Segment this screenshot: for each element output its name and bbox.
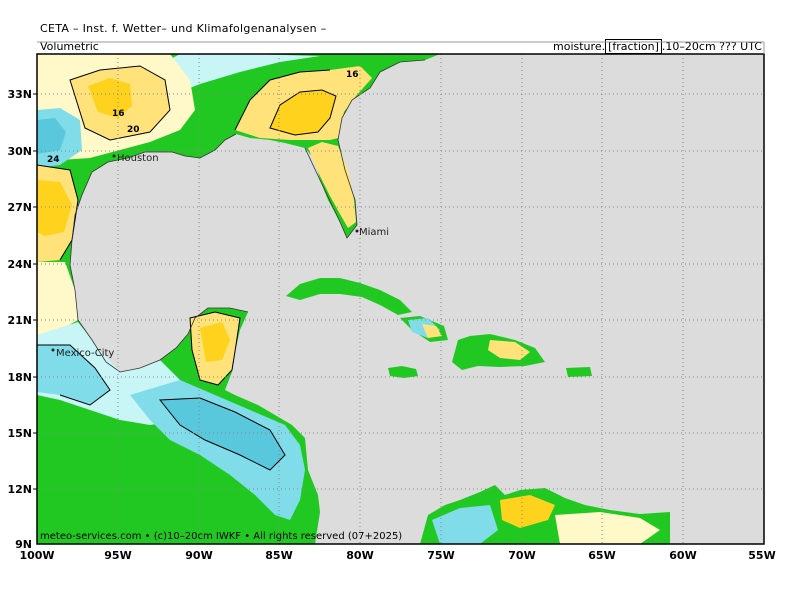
lat-label: 24N — [7, 258, 32, 271]
variable-name: moisture. — [553, 40, 606, 53]
moisture-mexico-cream — [37, 262, 78, 335]
lon-label: 90W — [185, 549, 212, 562]
moisture-ne-cyan — [150, 54, 320, 100]
lon-label: 100W — [19, 549, 54, 562]
city-label: Miami — [359, 227, 389, 238]
map-frame — [36, 53, 765, 545]
moisture-hispaniola-yellow — [488, 340, 530, 360]
moisture-south-america-yellow — [500, 495, 555, 528]
land-cuba — [286, 278, 412, 315]
contour-label: 16 — [346, 70, 359, 80]
moisture-texas-orange — [88, 78, 132, 118]
depth-time-label: .10–20cm ??? UTC — [661, 40, 762, 53]
land-jamaica — [388, 366, 418, 378]
lat-label: 27N — [7, 201, 32, 214]
moisture-texas-blue — [37, 118, 66, 154]
contour-label: 24 — [47, 155, 60, 165]
city-label: Mexico-City — [56, 348, 114, 359]
city-marker — [355, 229, 359, 233]
moisture-central-mexico-teal — [37, 345, 110, 405]
unit-box: [fraction] — [605, 39, 662, 54]
moisture-south-america-cream — [555, 512, 660, 544]
lon-label: 70W — [508, 549, 535, 562]
lat-label: 15N — [7, 427, 32, 440]
lon-label: 80W — [346, 549, 373, 562]
copyright-footer: meteo-services.com • (c)10–20cm IWKF • A… — [40, 531, 403, 542]
contour-lines — [37, 65, 337, 471]
city-marker — [51, 348, 55, 352]
lon-label: 75W — [427, 549, 454, 562]
lat-label: 12N — [7, 483, 32, 496]
lat-label: 18N — [7, 371, 32, 384]
coastlines — [69, 59, 426, 373]
moisture-yucatan-orange — [200, 322, 230, 362]
lon-label: 60W — [669, 549, 696, 562]
lon-label: 55W — [748, 549, 775, 562]
contour-label: 20 — [127, 125, 140, 135]
lat-label: 30N — [7, 145, 32, 158]
map-title: CETA – Inst. f. Wetter– und Klimafolgena… — [40, 22, 327, 35]
lon-label: 65W — [588, 549, 615, 562]
moisture-nw-mexico-orange — [37, 180, 72, 236]
variable-label: Volumetric — [40, 40, 99, 53]
city-miami: Miami — [355, 227, 389, 238]
moisture-central-america-blue — [160, 398, 285, 470]
city-marker — [112, 154, 116, 158]
city-mexico-city: Mexico-City — [51, 348, 114, 359]
moisture-florida — [308, 142, 356, 228]
land-layer — [37, 54, 670, 544]
city-label: Houston — [117, 153, 159, 164]
lat-label: 9N — [15, 538, 32, 551]
lat-ticks — [33, 93, 37, 490]
moisture-cuba-yellow — [422, 324, 442, 338]
land-puerto-rico — [566, 367, 592, 377]
moisture-south-america-cyan — [432, 505, 498, 544]
city-houston: Houston — [112, 153, 159, 164]
unit-label: moisture. [fraction] .10–20cm ??? UTC — [553, 39, 762, 54]
contour-label: 16 — [112, 109, 125, 119]
lon-label: 85W — [265, 549, 292, 562]
lat-label: 21N — [7, 314, 32, 327]
lon-label: 95W — [104, 549, 131, 562]
graticule — [37, 54, 764, 544]
lat-label: 33N — [7, 88, 32, 101]
